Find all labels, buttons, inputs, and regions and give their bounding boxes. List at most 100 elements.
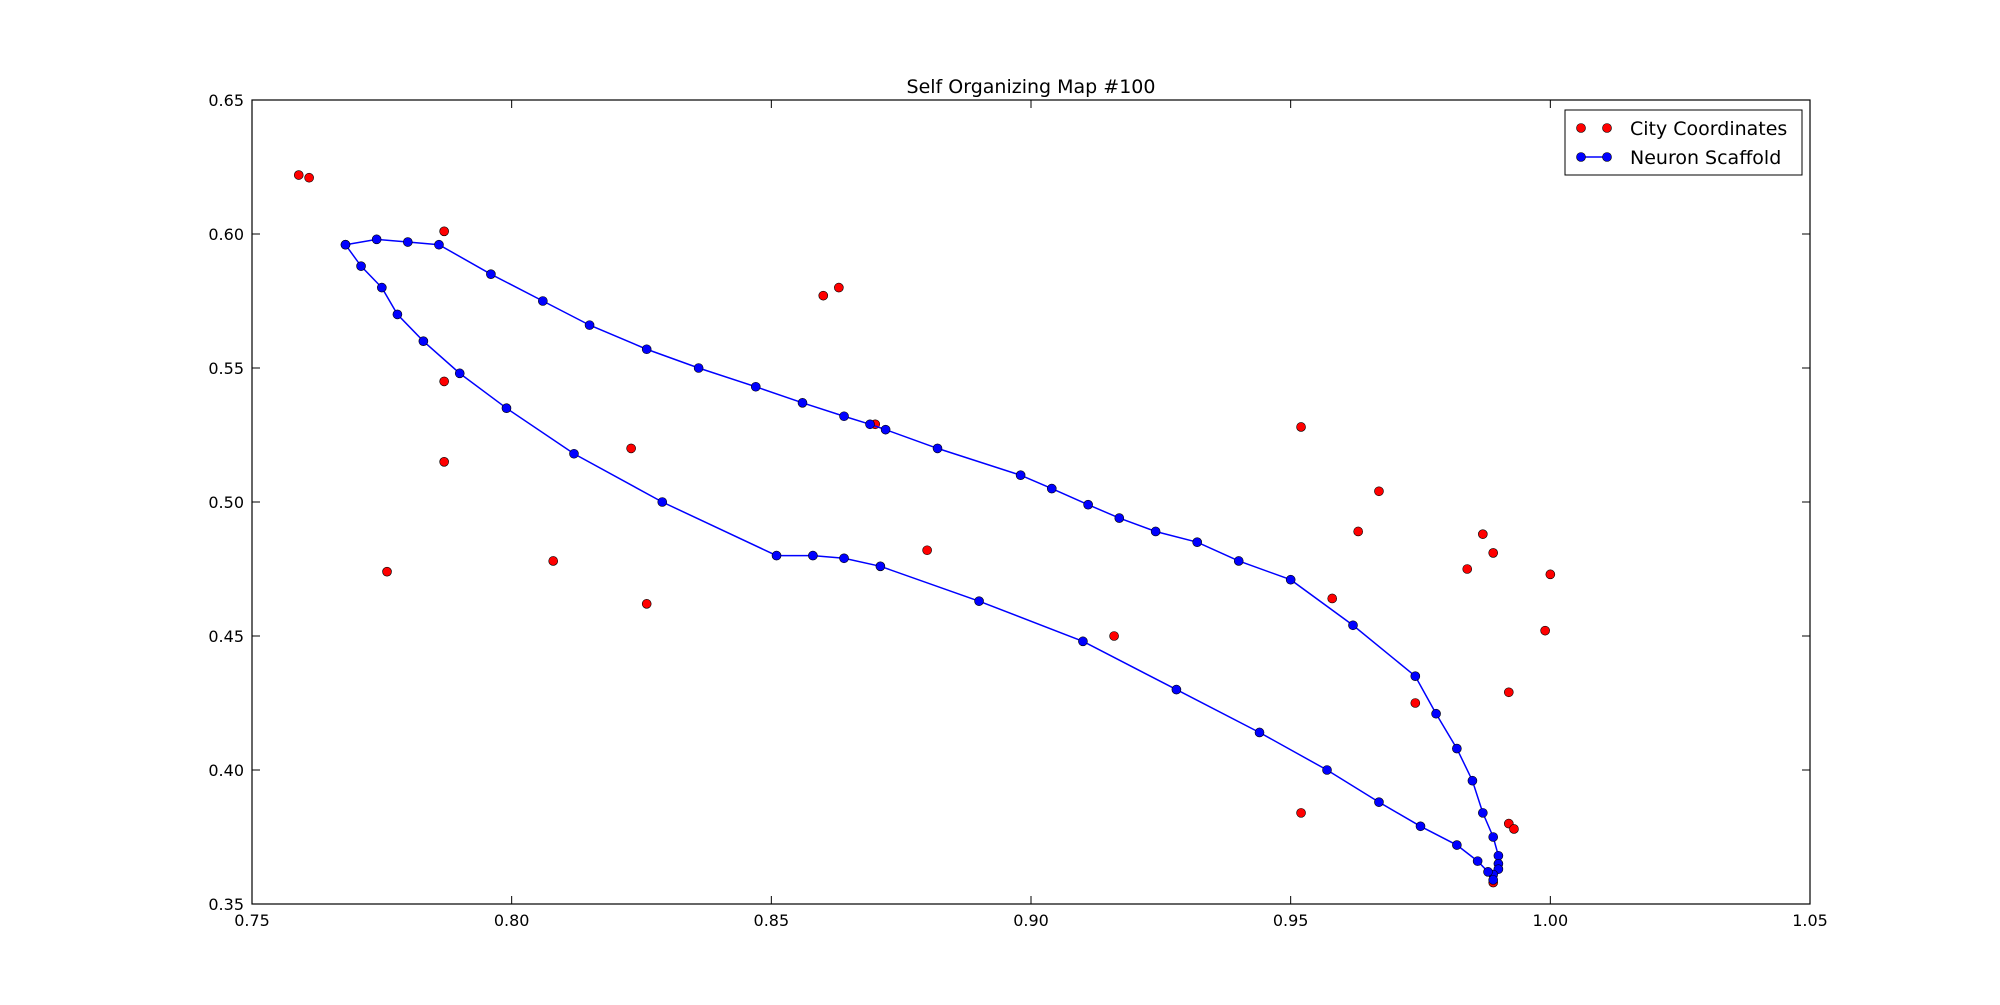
city-point [304, 172, 314, 183]
city-point [1503, 687, 1514, 698]
legend-marker [1576, 123, 1586, 133]
neuron-point [454, 368, 465, 379]
neuron-point [1374, 797, 1384, 807]
neuron-point [538, 296, 548, 306]
neuron-point [1083, 499, 1093, 510]
neuron-point [377, 282, 387, 293]
city-point [1488, 548, 1499, 558]
city-point [439, 226, 449, 237]
city-point [548, 556, 559, 566]
x-tick-label: 0.90 [1013, 911, 1049, 930]
city-point [1109, 631, 1119, 641]
neuron-point [1488, 875, 1499, 885]
city-point [626, 443, 636, 454]
neuron-point [839, 553, 849, 564]
city-point [1353, 526, 1363, 537]
neuron-point [1322, 765, 1332, 775]
city-point [818, 290, 829, 301]
neuron-point [501, 403, 512, 414]
neuron-point [880, 424, 891, 435]
x-tick-label: 0.95 [1273, 911, 1309, 930]
neuron-point [1483, 867, 1493, 877]
city-point [1478, 529, 1488, 539]
city-point [1462, 564, 1473, 574]
neuron-point [1192, 537, 1202, 548]
neuron-point [392, 309, 403, 320]
neuron-point [641, 344, 652, 355]
y-tick-label: 0.55 [208, 359, 244, 378]
legend-marker [1602, 152, 1612, 162]
neuron-point [486, 269, 496, 280]
plot-area: 0.75 0.80 0.85 0.90 0.95 1.00 1.05 0.35 0.40 0.45… [208, 91, 1827, 930]
city-point [1296, 808, 1306, 818]
neuron-point [1488, 832, 1499, 842]
city-point [1327, 593, 1338, 604]
neuron-point [434, 239, 444, 250]
x-tick-label: 0.80 [494, 911, 530, 930]
neuron-point [1046, 483, 1057, 494]
neuron-scaffold-line [344, 238, 1500, 883]
neuron-point [569, 448, 579, 459]
neuron-point [1493, 850, 1504, 861]
city-point [439, 456, 449, 467]
legend-marker [1602, 123, 1612, 133]
neuron-point [356, 261, 366, 271]
neuron-point [750, 381, 761, 392]
y-tick-label: 0.40 [208, 761, 244, 780]
neuron-point [1254, 727, 1265, 738]
neuron-point [1472, 856, 1483, 866]
neuron-point [932, 443, 943, 454]
neuron-point [875, 561, 886, 572]
city-point [1540, 625, 1550, 636]
neuron-point [1114, 513, 1125, 523]
y-tick-label: 0.45 [208, 627, 244, 646]
city-point [1509, 824, 1519, 834]
neuron-point [1410, 671, 1421, 682]
y-tick-label: 0.35 [208, 895, 244, 914]
city-point [1410, 698, 1421, 708]
neuron-point [1150, 526, 1161, 537]
neuron-point [1478, 808, 1488, 818]
city-point [1545, 569, 1556, 580]
neuron-point [1452, 743, 1462, 754]
neuron-point [1171, 684, 1182, 695]
legend-box [1564, 109, 1803, 176]
chart-title: Self Organizing Map #100 [907, 76, 1156, 98]
neuron-point [693, 363, 704, 373]
x-tick-label: 1.05 [1792, 911, 1828, 930]
city-point [439, 376, 449, 387]
neuron-point [402, 237, 413, 247]
x-tick-label: 0.75 [234, 911, 270, 930]
city-point [1296, 422, 1306, 432]
y-tick-label: 0.50 [208, 493, 244, 512]
city-point [834, 282, 844, 293]
neuron-point [1348, 620, 1358, 631]
neuron-point [340, 239, 351, 250]
neuron-point [1415, 821, 1426, 832]
city-point [922, 545, 932, 556]
neuron-point [1467, 775, 1478, 786]
neuron-point [1233, 556, 1244, 566]
legend-label: Neuron Scaffold [1630, 147, 1781, 169]
neuron-point [371, 234, 382, 245]
city-point [641, 599, 652, 609]
neuron-point [1015, 470, 1026, 481]
city-point [1374, 486, 1384, 497]
neuron-point [1285, 574, 1296, 585]
neuron-point [1452, 840, 1462, 850]
y-tick-label: 0.60 [208, 225, 244, 244]
neuron-point [657, 497, 668, 507]
x-tick-label: 1.00 [1533, 911, 1569, 930]
neuron-point [865, 419, 875, 430]
neuron-point [771, 550, 782, 561]
city-point [382, 566, 392, 577]
neuron-point [418, 336, 429, 347]
neuron-point [584, 320, 595, 330]
legend: City Coordinates Neuron Scaffold [1564, 109, 1803, 176]
neuron-point [1431, 708, 1441, 719]
y-tick-label: 0.65 [208, 91, 244, 110]
neuron-point [839, 411, 849, 422]
neuron-point [797, 398, 808, 408]
